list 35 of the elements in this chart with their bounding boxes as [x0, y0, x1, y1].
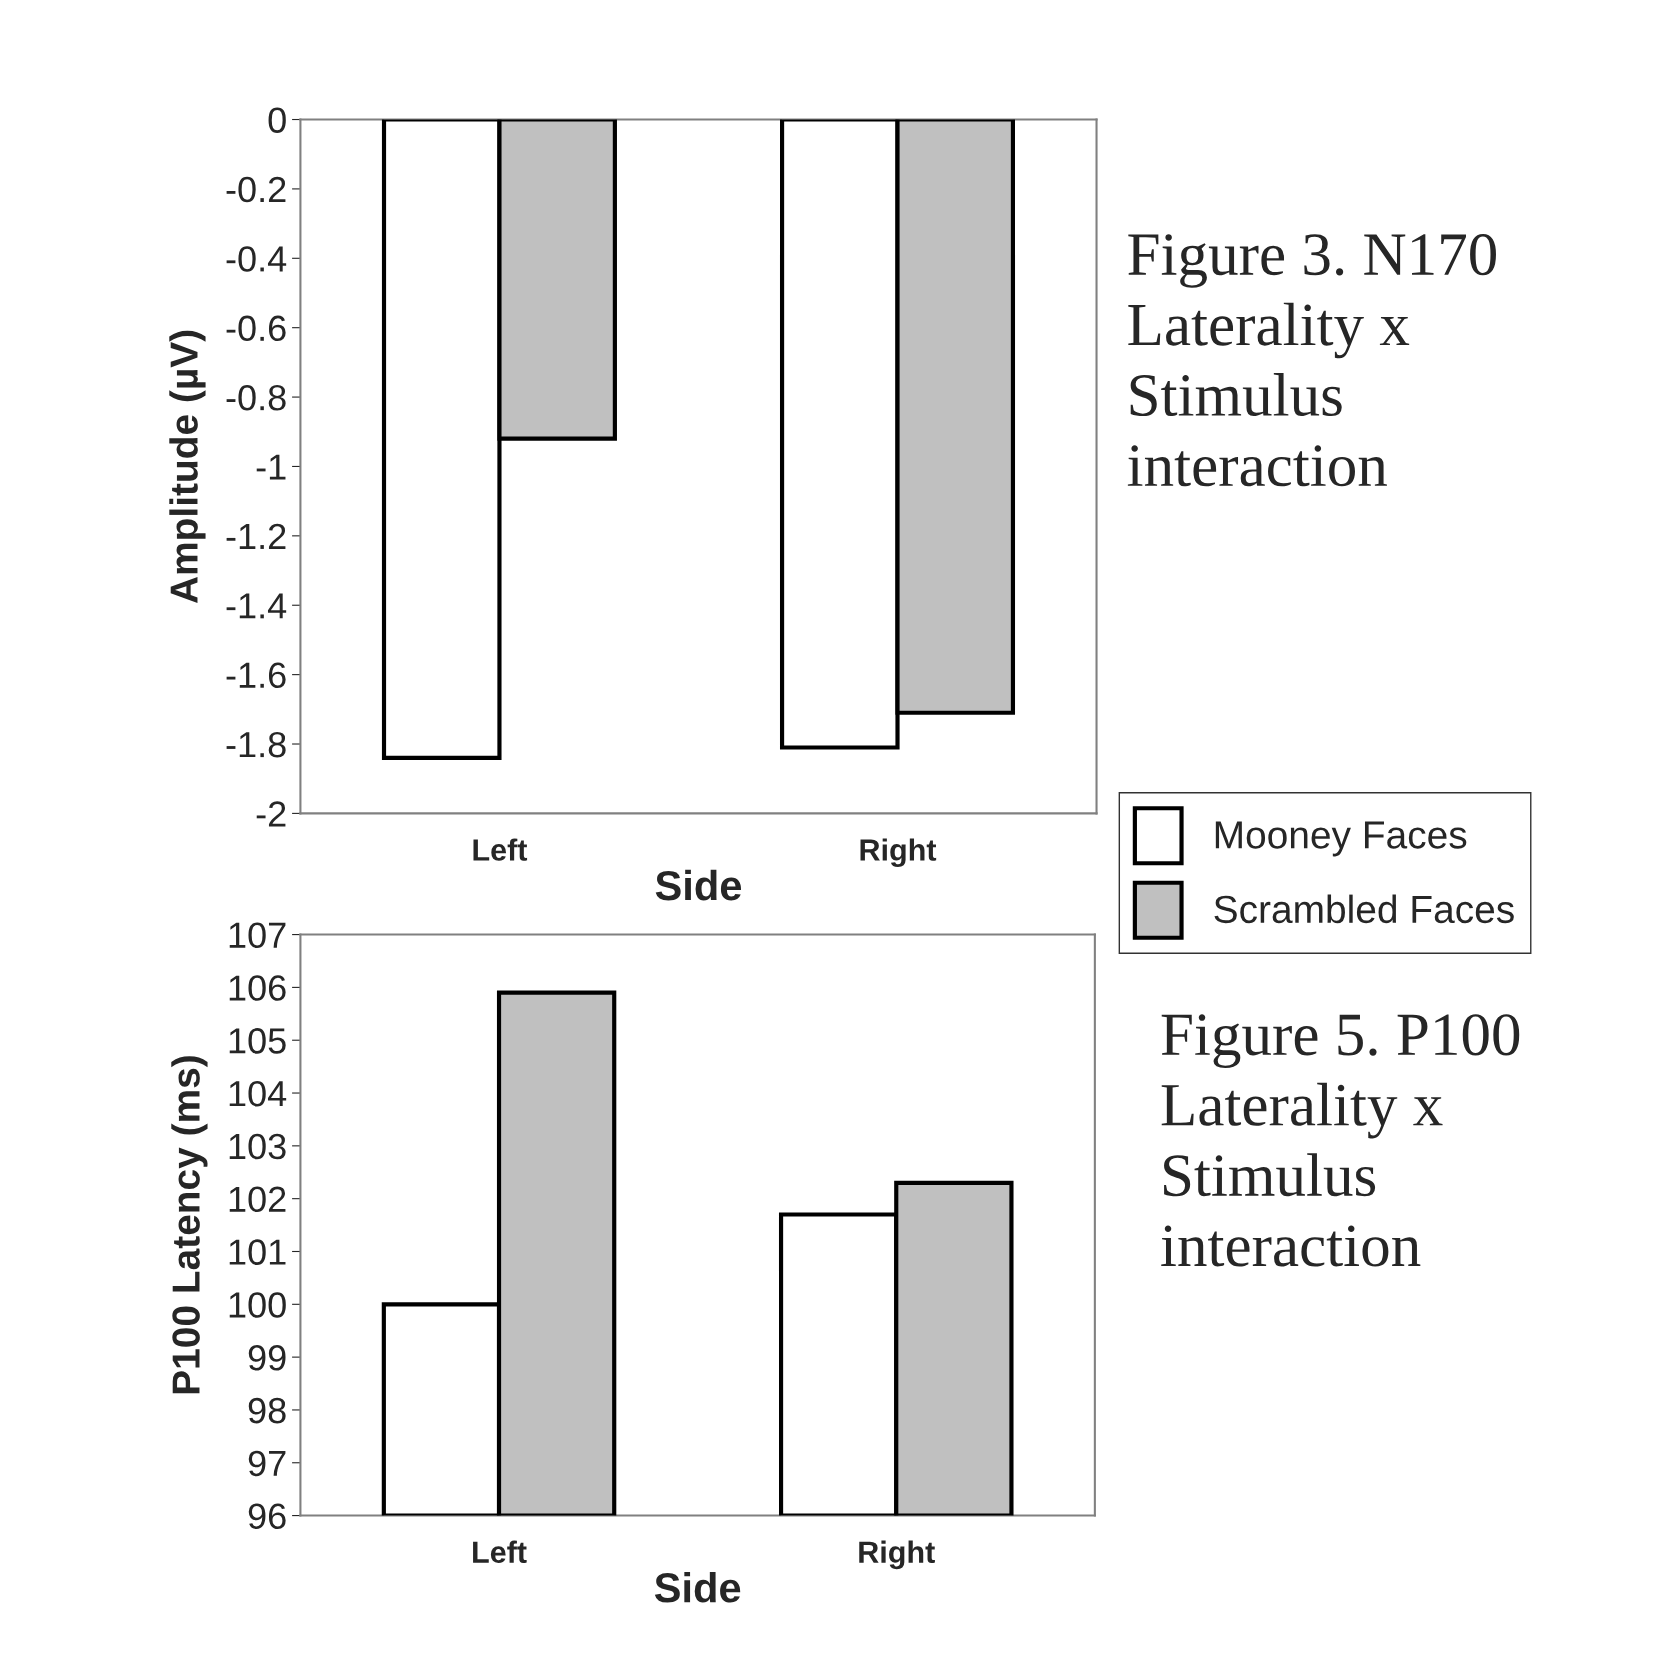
y-tick-label: -0.4	[226, 246, 287, 272]
y-tick-label: -0.2	[226, 176, 286, 203]
y-axis-title: Amplitude (µV)	[169, 330, 206, 604]
y-tick-label: -1.8	[226, 731, 286, 758]
caption: Figure 5. P100 Laterality x Stimulus interaction	[1161, 1014, 1520, 1267]
y-tick-label: 0	[268, 107, 286, 133]
x-tick-label: Left	[473, 838, 528, 861]
y-tick-label: 101	[229, 1239, 286, 1265]
y-axis-title: P100 Latency (ms)	[171, 1056, 208, 1394]
y-tick-label: -0.6	[226, 315, 286, 342]
legend-label: Mooney Faces	[1215, 821, 1467, 857]
x-axis-title: Side	[654, 1571, 741, 1603]
y-tick-label: 105	[229, 1028, 286, 1054]
y-tick-label: 96	[248, 1503, 286, 1530]
y-tick-label: -1.2	[226, 523, 286, 549]
y-tick-label: -2	[256, 801, 286, 827]
y-tick-label: 102	[229, 1186, 286, 1213]
y-tick-label: 103	[229, 1133, 286, 1160]
y-tick-label: 107	[229, 922, 286, 949]
y-tick-label: 100	[229, 1292, 286, 1318]
y-tick-label: 99	[248, 1344, 286, 1371]
y-tick-label: -0.8	[226, 384, 286, 411]
x-tick-label: Left	[473, 1540, 527, 1564]
y-tick-label: 106	[229, 975, 286, 1001]
x-tick-label: Right	[859, 1540, 935, 1570]
y-tick-label: 104	[229, 1080, 287, 1107]
y-tick-label: -1.4	[226, 593, 287, 619]
y-tick-label: -1.6	[226, 662, 286, 689]
x-tick-label: Right	[860, 838, 937, 868]
legend-label: Scrambled Faces	[1214, 894, 1514, 924]
y-tick-label: 97	[248, 1450, 286, 1477]
y-tick-label: 98	[248, 1397, 286, 1424]
y-tick-label: -1	[256, 454, 286, 480]
caption: Figure 3. N170 Laterality x Stimulus interaction	[1127, 233, 1496, 487]
x-axis-title: Side	[655, 869, 742, 901]
